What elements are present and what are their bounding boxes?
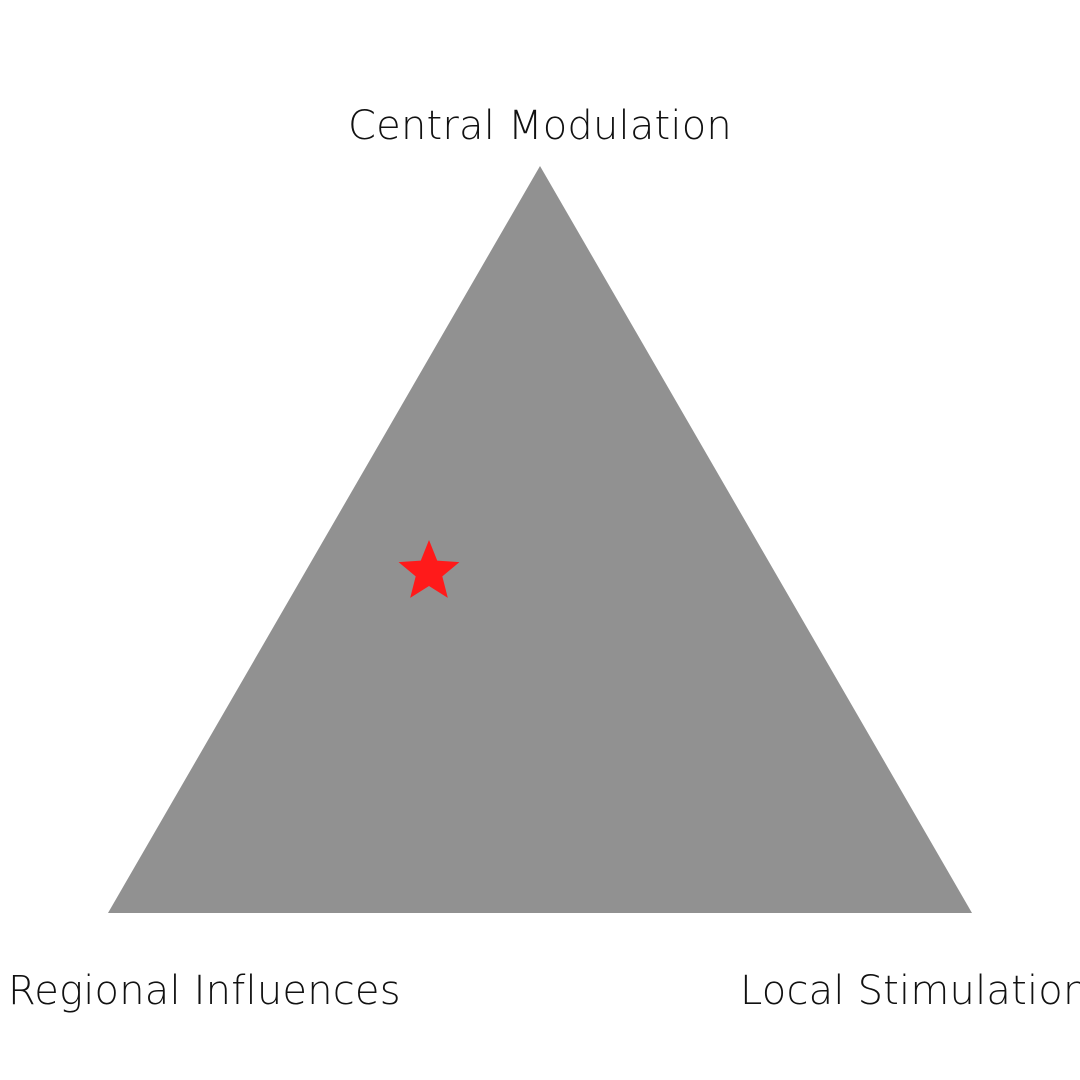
vertex-label-central-modulation: Central Modulation (348, 103, 732, 149)
position-marker-star-icon (398, 540, 460, 598)
vertex-label-local-stimulation: Local Stimulation (740, 968, 1080, 1014)
vertex-label-regional-influences: Regional Influences (8, 968, 401, 1014)
ternary-triangle (108, 166, 972, 913)
